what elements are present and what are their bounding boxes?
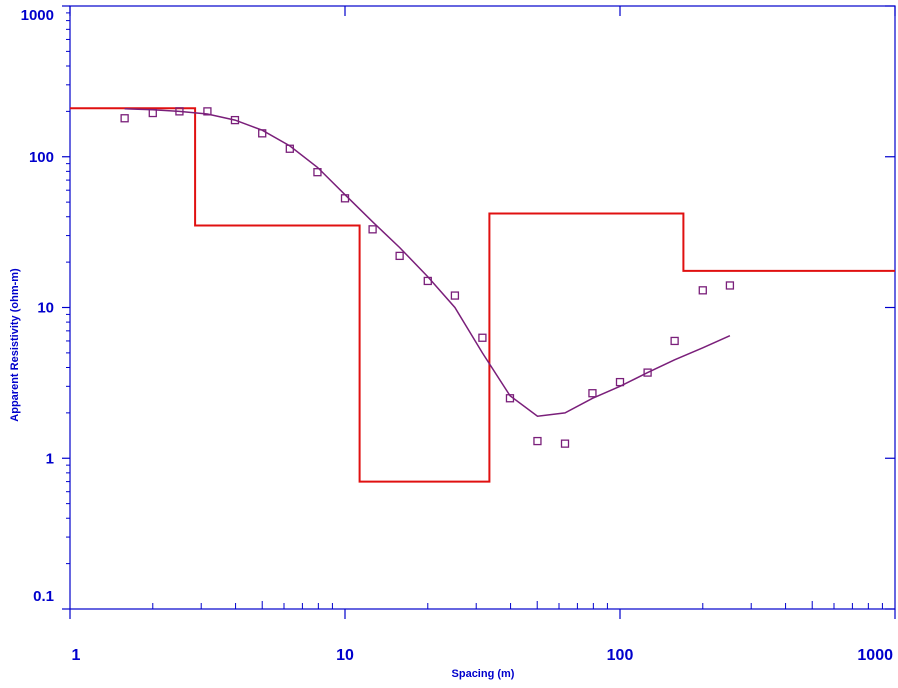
observed-points-series — [120, 107, 735, 448]
observed-point — [533, 436, 542, 446]
observed-point — [588, 389, 597, 398]
x-tick-label: 10 — [336, 647, 354, 664]
x-tick-label: 1 — [72, 647, 81, 664]
observed-point — [505, 394, 515, 403]
observed-point — [340, 194, 350, 203]
observed-point — [670, 336, 679, 346]
calculated-curve-series — [124, 108, 731, 417]
y-tick-label: 1000 — [21, 7, 54, 24]
observed-point — [230, 115, 240, 125]
observed-point — [285, 144, 294, 153]
observed-point — [203, 107, 212, 116]
x-axis-title: Spacing (m) — [452, 668, 515, 680]
layer-model-line — [70, 107, 895, 483]
y-tick-label: 0.1 — [33, 588, 54, 605]
x-tick-label: 1000 — [857, 647, 893, 664]
plot-frame — [69, 5, 896, 610]
x-tick-label: 100 — [607, 647, 634, 664]
observed-point — [395, 251, 404, 261]
observed-point — [258, 129, 267, 138]
y-tick-label: 100 — [29, 149, 54, 166]
y-tick-label: 10 — [37, 300, 54, 317]
observed-point — [725, 281, 735, 290]
observed-point — [423, 276, 432, 286]
plot-border — [69, 5, 896, 610]
observed-point — [615, 377, 625, 387]
observed-point — [698, 286, 707, 295]
tick-labels: 1 10 100 1000 0.1 1 10 100 1000 — [21, 7, 893, 664]
axis-ticks — [62, 5, 896, 619]
observed-point — [643, 368, 652, 377]
observed-point — [450, 291, 460, 300]
observed-point — [368, 225, 377, 234]
y-tick-label: 1 — [46, 450, 54, 467]
observed-point — [560, 439, 570, 448]
observed-point — [175, 107, 184, 116]
layer-model-series — [70, 107, 895, 483]
observed-point — [478, 333, 487, 342]
observed-point — [148, 108, 157, 118]
observed-point — [120, 114, 129, 123]
y-axis-title: Apparent Resistivity (ohm-m) — [9, 268, 21, 422]
calculated-curve-line — [124, 108, 731, 417]
observed-point — [313, 168, 322, 177]
